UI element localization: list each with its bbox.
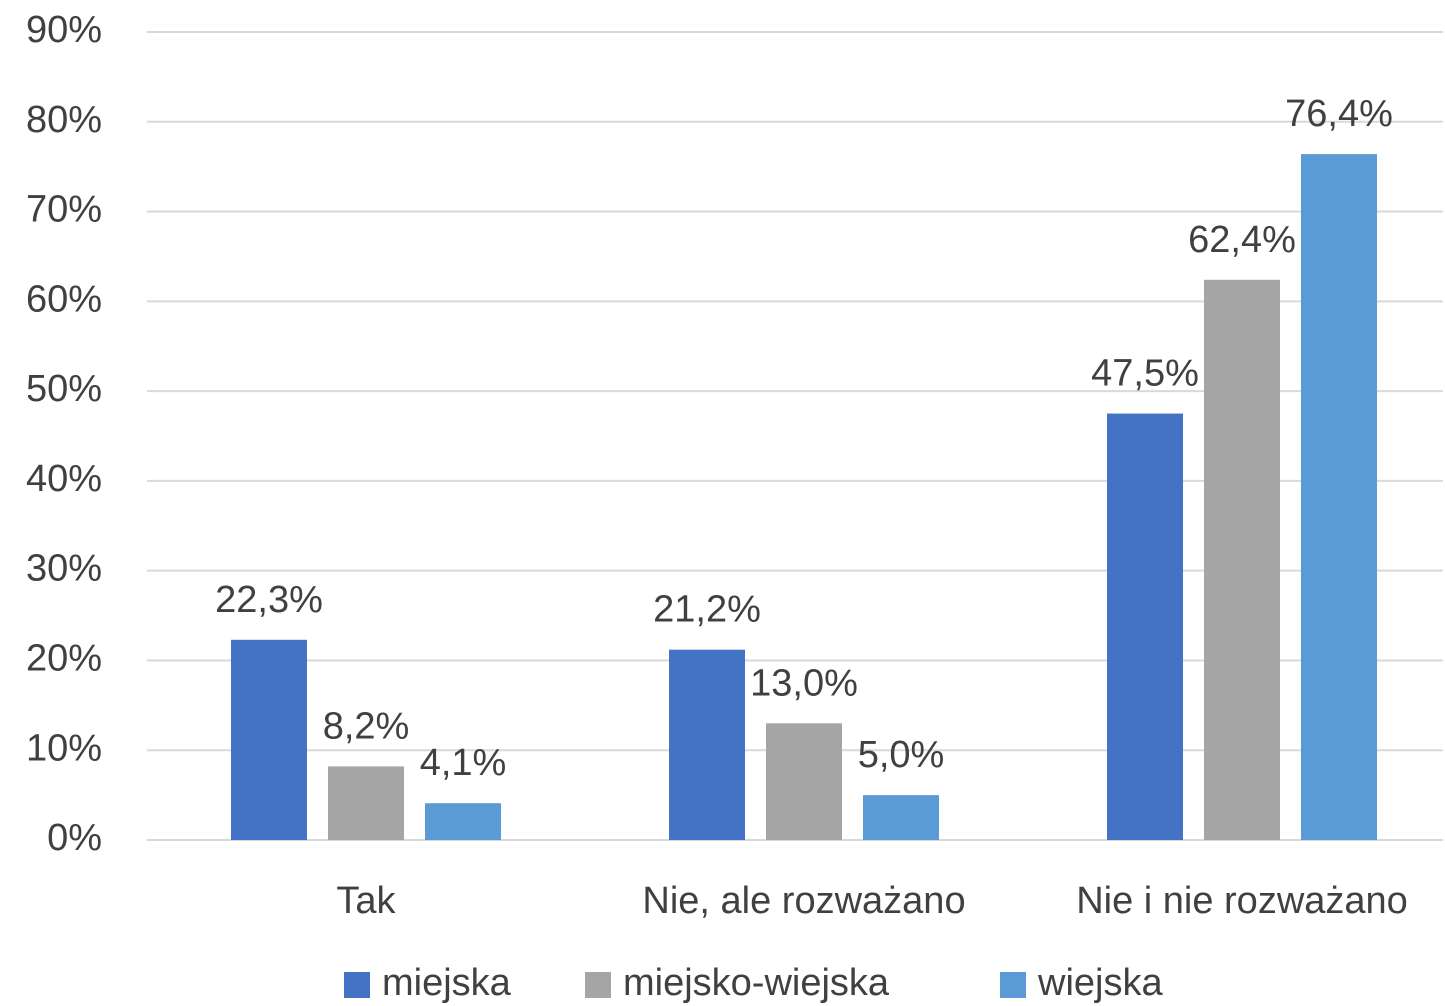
- y-tick-label: 20%: [26, 637, 102, 679]
- bar: [1301, 154, 1377, 840]
- data-label: 47,5%: [1091, 353, 1199, 395]
- y-tick-label: 60%: [26, 278, 102, 320]
- x-tick-label: Nie, ale rozważano: [642, 880, 965, 922]
- y-tick-label: 50%: [26, 368, 102, 410]
- x-tick-label: Nie i nie rozważano: [1076, 880, 1408, 922]
- bar: [1204, 279, 1280, 841]
- data-label: 5,0%: [858, 734, 945, 776]
- bar: [766, 723, 842, 840]
- legend-label: miejsko-wiejska: [623, 962, 890, 1004]
- bar: [425, 803, 501, 840]
- legend-swatch: [344, 972, 370, 998]
- x-tick-label: Tak: [336, 880, 396, 922]
- y-tick-label: 0%: [47, 817, 102, 859]
- y-tick-label: 40%: [26, 458, 102, 500]
- y-tick-label: 70%: [26, 189, 102, 231]
- bar: [1107, 413, 1183, 840]
- data-label: 62,4%: [1188, 219, 1296, 261]
- data-label: 76,4%: [1285, 93, 1393, 135]
- data-label: 13,0%: [750, 662, 858, 704]
- bar: [863, 795, 939, 840]
- y-tick-label: 30%: [26, 548, 102, 590]
- y-tick-label: 90%: [26, 9, 102, 51]
- legend-label: miejska: [382, 962, 512, 1004]
- bar: [328, 766, 404, 840]
- legend-swatch: [585, 972, 611, 998]
- y-tick-label: 10%: [26, 727, 102, 769]
- legend-label: wiejska: [1037, 962, 1163, 1004]
- bar: [669, 649, 745, 840]
- data-label: 22,3%: [215, 579, 323, 621]
- data-label: 21,2%: [653, 589, 761, 631]
- legend-swatch: [1000, 972, 1026, 998]
- data-label: 4,1%: [420, 742, 507, 784]
- y-tick-label: 80%: [26, 99, 102, 141]
- data-label: 8,2%: [323, 705, 410, 747]
- bar: [231, 639, 307, 840]
